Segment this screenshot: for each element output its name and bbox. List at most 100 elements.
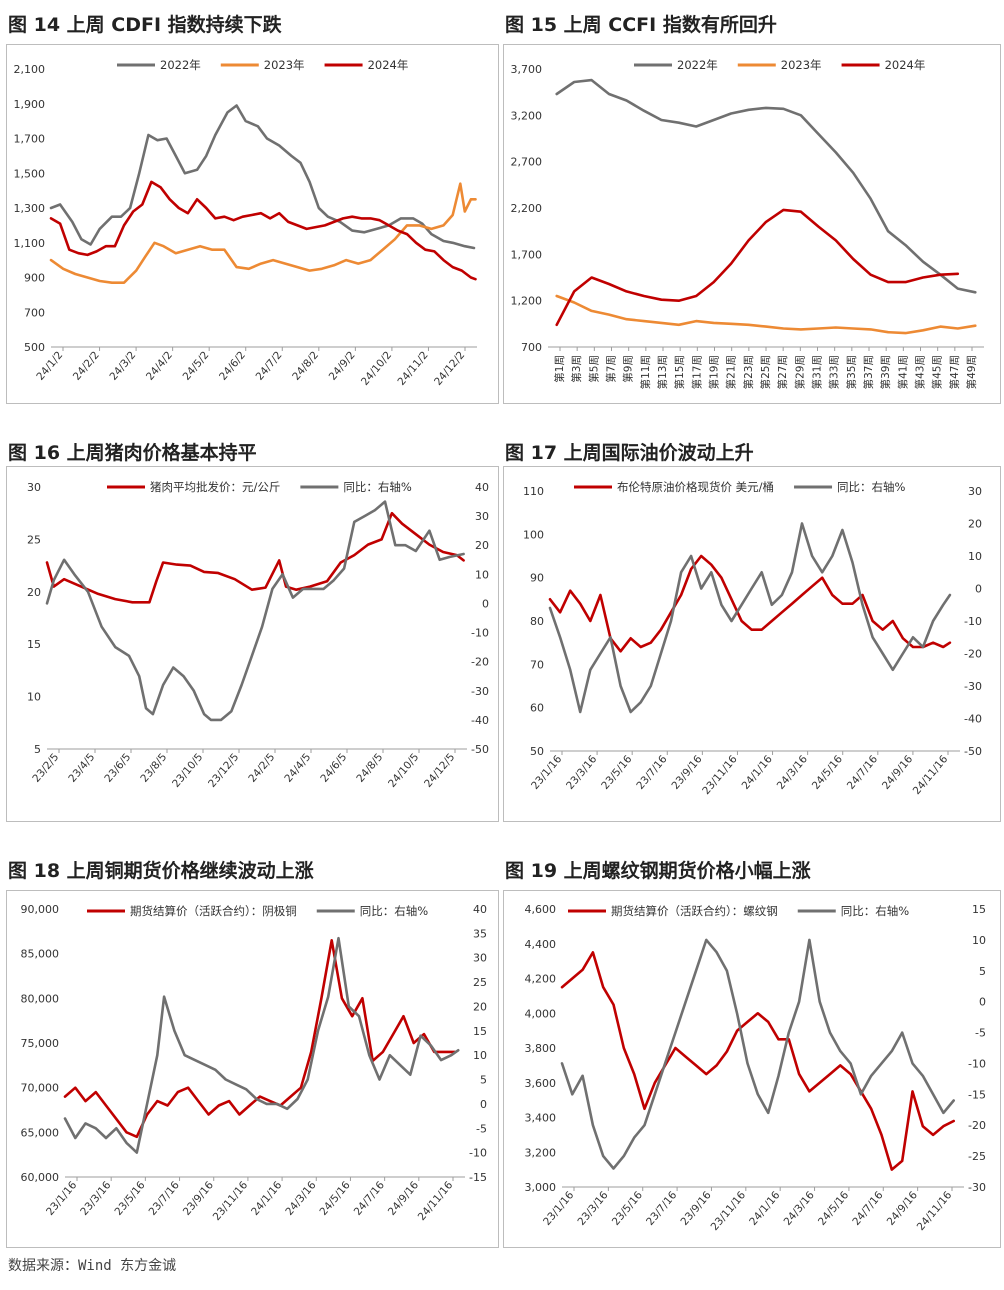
c17-x-tick-label: 23/1/16: [529, 753, 564, 792]
c15-x-tick-label: 第19周: [708, 355, 721, 389]
c17-y-tick-left: 100: [523, 528, 544, 541]
c17-x-tick-label: 24/7/16: [845, 753, 880, 792]
c15-y-tick-left: 3,200: [511, 109, 543, 122]
c17-y-tick-right: 30: [968, 485, 982, 498]
c17-y-tick-right: 0: [975, 583, 982, 596]
c16-y-tick-right: -50: [471, 743, 489, 756]
c17-x-tick-label: 24/5/16: [810, 753, 845, 792]
chart-panel-15: 700 1,200 1,700 2,200 2,700 3,200 3,700 第1周 第3周第…: [503, 44, 1001, 404]
c14-legend-label-2: 2023年: [264, 58, 305, 72]
c14-y-tick-left: 1,700: [14, 133, 46, 146]
c16-y-tick-right: 30: [475, 510, 489, 523]
c14-series-1-line: [49, 104, 476, 250]
c18-x-tick-label: 24/5/16: [318, 1179, 353, 1218]
c14-legend-label-1: 2022年: [160, 58, 201, 72]
c15-series-1-line: [555, 78, 977, 294]
c19-x-tick-label: 23/3/16: [575, 1189, 610, 1228]
c17-y-tick-left: 90: [530, 572, 544, 585]
c19-x-tick-label: 24/5/16: [816, 1189, 851, 1228]
c16-x-tick-label: 24/12/5: [422, 751, 457, 790]
c16-y-tick-left: 30: [27, 481, 41, 494]
c19-legend-label-2: 同比：右轴%: [841, 904, 909, 918]
c15-legend-label-3: 2024年: [885, 58, 926, 72]
c16-x-tick-label: 24/6/5: [318, 751, 349, 785]
c15-y-tick-left: 2,200: [511, 202, 543, 215]
c14-y-tick-left: 700: [24, 306, 45, 319]
c19-y-tick-left: 4,000: [525, 1007, 557, 1020]
c14-x-tick-label: 24/8/2: [290, 349, 321, 383]
c15-x-tick-label: 第39周: [879, 355, 892, 389]
c14-y-tick-left: 1,900: [14, 98, 46, 111]
c19-y-tick-right: 10: [972, 934, 986, 947]
c17-x-tick-label: 24/9/16: [880, 753, 915, 792]
c17-y-tick-right: -40: [964, 713, 982, 726]
c19-y-tick-left: 3,200: [525, 1146, 557, 1159]
chart-panel-18: 60,000 65,000 70,000 75,000 80,000 85,000 90,0…: [6, 890, 499, 1248]
c16-x-tick-label: 23/4/5: [66, 751, 97, 785]
c18-y-tick-right: 25: [473, 976, 487, 989]
c14-series-3-line: [49, 180, 477, 281]
chart-svg-17: 50 60 70 80 90 100 110 -50 -40 -30 -20 -10 0 10 20 30 23…: [523, 480, 982, 797]
c15-series-3-line: [555, 208, 960, 327]
c19-y-tick-left: 4,200: [525, 973, 557, 986]
c18-y-tick-right: -10: [469, 1147, 487, 1160]
c18-y-tick-right: 15: [473, 1025, 487, 1038]
c14-series-2-line: [49, 182, 477, 284]
c17-x-tick-label: 23/9/16: [669, 753, 704, 792]
c17-x-tick-label: 23/5/16: [599, 753, 634, 792]
c18-x-tick-label: 24/9/16: [386, 1179, 421, 1218]
c16-legend-label-1: 猪肉平均批发价：元/公斤: [150, 480, 280, 494]
c14-x-tick-label: 24/7/2: [254, 349, 285, 383]
c15-x-tick-label: 第13周: [656, 355, 669, 389]
c19-series-1-line: [560, 951, 956, 1171]
c18-x-tick-label: 23/3/16: [78, 1179, 113, 1218]
chart-panel-14: 500 700 900 1,100 1,300 1,500 1,700 1,900 2,100 2…: [6, 44, 499, 404]
c19-x-tick-label: 24/1/16: [747, 1189, 782, 1228]
c17-legend-label-2: 同比：右轴%: [837, 480, 905, 494]
c14-x-tick-label: 24/5/2: [181, 349, 212, 383]
c15-x-tick-label: 第15周: [673, 355, 686, 389]
chart-title-19: 图 19 上周螺纹钢期货价格小幅上涨: [505, 860, 811, 882]
c18-x-tick-label: 23/1/16: [44, 1179, 79, 1218]
c17-series-2-line: [548, 522, 952, 714]
c17-y-tick-left: 110: [523, 485, 544, 498]
c19-x-tick-label: 24/11/16: [915, 1189, 955, 1233]
c16-y-tick-right: -20: [471, 656, 489, 669]
c18-y-tick-left: 85,000: [21, 948, 60, 961]
c18-y-tick-right: -15: [469, 1171, 487, 1184]
c19-y-tick-right: 15: [972, 903, 986, 916]
c18-y-tick-right: -5: [476, 1122, 487, 1135]
c15-x-tick-label: 第43周: [914, 355, 927, 389]
c16-y-tick-right: 40: [475, 481, 489, 494]
c17-y-tick-right: -30: [964, 680, 982, 693]
c16-y-tick-left: 20: [27, 586, 41, 599]
c19-y-tick-left: 3,400: [525, 1112, 557, 1125]
c17-y-tick-right: -50: [964, 745, 982, 758]
c15-x-tick-label: 第49周: [965, 355, 978, 389]
c17-y-tick-left: 70: [530, 658, 544, 671]
c18-legend-label-2: 同比：右轴%: [360, 904, 428, 918]
chart-svg-15: 7001,2001,7002,2002,7003,2003,700第1周 第3周第…: [511, 58, 984, 389]
c15-y-tick-left: 1,200: [511, 295, 543, 308]
c16-x-tick-label: 23/2/5: [30, 751, 61, 785]
c14-y-tick-left: 1,300: [14, 202, 46, 215]
c18-y-tick-right: 5: [480, 1074, 487, 1087]
chart-title-18: 图 18 上周铜期货价格继续波动上涨: [8, 860, 314, 882]
c17-y-tick-right: 20: [968, 518, 982, 531]
c15-x-tick-label: 第47周: [948, 355, 961, 389]
c19-y-tick-left: 4,600: [525, 903, 557, 916]
c16-x-tick-label: 24/2/5: [246, 751, 277, 785]
c17-series-1-line: [548, 554, 952, 653]
c16-y-tick-right: -40: [471, 714, 489, 727]
c19-y-tick-right: -10: [968, 1057, 986, 1070]
c18-y-tick-right: 0: [480, 1098, 487, 1111]
c19-x-tick-label: 24/9/16: [885, 1189, 920, 1228]
c14-y-tick-left: 2,100: [14, 63, 46, 76]
c18-x-tick-label: 23/5/16: [112, 1179, 147, 1218]
c17-x-tick-label: 24/3/16: [775, 753, 810, 792]
c16-y-tick-right: 0: [482, 597, 489, 610]
chart-panel-17: 50 60 70 80 90 100 110 -50 -40 -30 -20 -10 0 10 20 30 23…: [503, 466, 1001, 822]
c18-y-tick-left: 90,000: [21, 903, 60, 916]
c15-x-tick-label: 第17周: [690, 355, 703, 389]
c18-x-tick-label: 24/1/16: [249, 1179, 284, 1218]
